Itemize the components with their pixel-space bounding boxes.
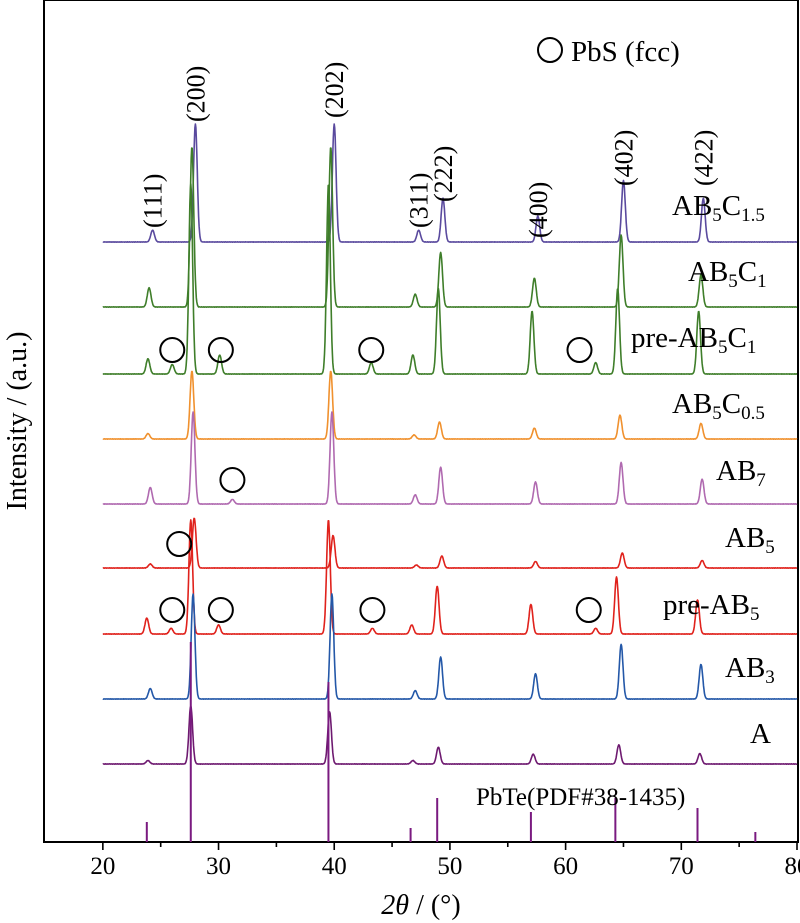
trace-ab7 (102, 411, 798, 505)
x-tick-label: 50 (437, 853, 462, 880)
x-tick-label: 70 (669, 853, 694, 880)
legend: PbS (fcc) (537, 36, 680, 68)
trace-labels: AB5C1.5 AB5C1 pre-AB5C1 AB5C0.5 AB7 AB5 pre-AB… (631, 190, 775, 750)
hkl-label: (400) (524, 182, 553, 238)
hkl-label: (222) (429, 146, 458, 202)
trace-label-ab5c1: AB5C1 (688, 256, 767, 292)
x-axis-unit: / (°) (409, 890, 461, 921)
reference-label: PbTe(PDF#38-1435) (476, 784, 685, 811)
trace-label-ab3: AB3 (725, 652, 775, 688)
x-tick-label: 30 (206, 853, 231, 880)
hkl-label: (111) (139, 174, 168, 228)
hkl-label: (200) (181, 66, 210, 122)
plot-area-frame (43, 0, 799, 843)
trace-label-pre-ab5: pre-AB5 (663, 589, 759, 625)
pbs-marker-circle (159, 597, 186, 623)
reference-pattern (145, 642, 757, 842)
x-tick-label: 60 (553, 853, 578, 880)
miller-index-labels: (111) (200) (202) (311)(222) (400) (402) (422) (139, 62, 719, 238)
trace-pre-ab5 (102, 519, 798, 635)
pbs-marker-circle (207, 597, 234, 623)
legend-circle-icon (537, 37, 563, 63)
trace-ab5c1 (102, 147, 798, 308)
x-axis-variable: 2θ (381, 890, 409, 921)
x-axis-title: 2θ / (°) (381, 890, 460, 921)
trace-label-ab7: AB7 (716, 455, 766, 491)
pbs-marker-circle (166, 531, 193, 557)
trace-label-ab5: AB5 (725, 522, 775, 558)
pbs-marker-circle (566, 337, 593, 363)
x-tick-label: 40 (322, 853, 347, 880)
x-axis: 20 30 40 50 60 70 80 (90, 842, 800, 880)
trace-label-pre-ab5c1: pre-AB5C1 (631, 322, 756, 358)
trace-ab5c0-5 (102, 370, 798, 440)
hkl-label: (311) (405, 173, 434, 228)
trace-ab5 (102, 517, 798, 569)
pbs-marker-circle (575, 597, 602, 623)
pbs-marker-circle (358, 337, 385, 363)
hkl-label: (422) (689, 130, 718, 186)
trace-ab5c1-5 (102, 123, 798, 243)
pbs-marker-circle (159, 337, 186, 363)
hkl-label: (202) (320, 62, 349, 118)
trace-ab3 (102, 593, 798, 700)
legend-label: PbS (fcc) (571, 36, 680, 68)
trace-pre-ab5c1 (102, 183, 798, 375)
pbs-marker-circle (207, 337, 234, 363)
trace-label-a: A (750, 718, 771, 750)
trace-label-ab5c0-5: AB5C0.5 (672, 388, 765, 424)
pbs-marker-circle (219, 467, 246, 493)
y-axis-title: Intensity / (a.u.) (2, 332, 33, 511)
x-tick-label: 80 (785, 853, 800, 880)
x-tick-label: 20 (90, 853, 115, 880)
diffraction-traces (102, 123, 798, 765)
trace-a (102, 705, 798, 765)
trace-label-ab5c1-5: AB5C1.5 (672, 190, 765, 226)
hkl-label: (402) (610, 130, 639, 186)
pbs-marker-circle (359, 597, 386, 623)
pbs-markers (159, 337, 602, 623)
